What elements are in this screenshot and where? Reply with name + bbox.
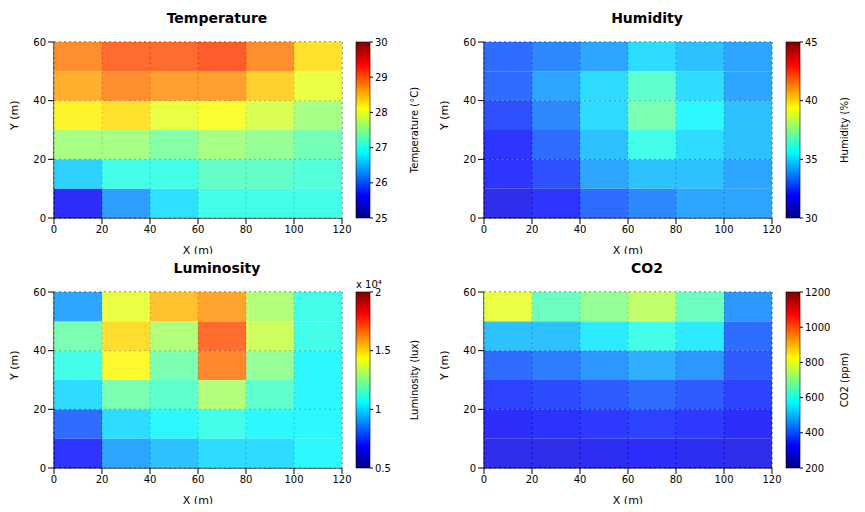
svg-text:28: 28 — [375, 107, 388, 118]
svg-text:0: 0 — [481, 474, 487, 485]
svg-text:27: 27 — [375, 142, 388, 153]
svg-text:40: 40 — [574, 474, 587, 485]
svg-text:80: 80 — [240, 474, 253, 485]
svg-text:30: 30 — [805, 213, 818, 224]
svg-text:20: 20 — [526, 224, 539, 235]
svg-text:200: 200 — [805, 463, 824, 474]
svg-text:20: 20 — [463, 154, 476, 165]
svg-text:X (m): X (m) — [613, 244, 643, 254]
svg-text:Y (m): Y (m) — [8, 100, 21, 131]
svg-text:x 10⁴: x 10⁴ — [356, 279, 382, 290]
svg-text:1: 1 — [375, 404, 381, 415]
svg-text:X (m): X (m) — [183, 244, 213, 254]
svg-text:100: 100 — [714, 224, 733, 235]
svg-text:Temperature (°C): Temperature (°C) — [409, 87, 420, 174]
svg-text:1.5: 1.5 — [375, 345, 391, 356]
svg-text:2: 2 — [375, 287, 381, 298]
svg-text:26: 26 — [375, 177, 388, 188]
svg-text:1000: 1000 — [805, 322, 830, 333]
svg-text:X (m): X (m) — [613, 494, 643, 504]
svg-text:0: 0 — [470, 213, 476, 224]
svg-text:0: 0 — [51, 474, 57, 485]
svg-text:20: 20 — [463, 404, 476, 415]
svg-text:30: 30 — [375, 37, 388, 48]
svg-text:0: 0 — [40, 463, 46, 474]
svg-text:60: 60 — [622, 474, 635, 485]
svg-text:X (m): X (m) — [183, 494, 213, 504]
svg-text:800: 800 — [805, 357, 824, 368]
svg-text:40: 40 — [574, 224, 587, 235]
svg-text:60: 60 — [33, 287, 46, 298]
svg-text:120: 120 — [762, 224, 781, 235]
svg-text:20: 20 — [96, 224, 109, 235]
svg-text:40: 40 — [805, 95, 818, 106]
svg-text:60: 60 — [622, 224, 635, 235]
svg-text:100: 100 — [284, 474, 303, 485]
svg-text:Y (m): Y (m) — [438, 350, 451, 381]
svg-text:40: 40 — [144, 474, 157, 485]
svg-text:80: 80 — [670, 224, 683, 235]
html-text:CO2: CO2 — [631, 260, 663, 276]
svg-text:29: 29 — [375, 72, 388, 83]
svg-text:40: 40 — [33, 345, 46, 356]
svg-text:20: 20 — [96, 474, 109, 485]
svg-text:Y (m): Y (m) — [8, 350, 21, 381]
svg-text:400: 400 — [805, 427, 824, 438]
svg-text:35: 35 — [805, 154, 818, 165]
svg-text:0: 0 — [470, 463, 476, 474]
svg-text:0.5: 0.5 — [375, 463, 391, 474]
svg-text:25: 25 — [375, 213, 388, 224]
html-text:Luminosity: Luminosity — [173, 260, 261, 276]
svg-text:0: 0 — [40, 213, 46, 224]
svg-text:Luminosity (lux): Luminosity (lux) — [409, 340, 420, 421]
svg-text:100: 100 — [714, 474, 733, 485]
svg-text:80: 80 — [240, 224, 253, 235]
svg-text:60: 60 — [192, 474, 205, 485]
svg-text:20: 20 — [526, 474, 539, 485]
svg-text:60: 60 — [463, 37, 476, 48]
html-text:Temperature: Temperature — [166, 10, 268, 26]
svg-text:40: 40 — [463, 95, 476, 106]
svg-text:60: 60 — [463, 287, 476, 298]
svg-text:80: 80 — [670, 474, 683, 485]
svg-text:40: 40 — [463, 345, 476, 356]
html-text:Humidity: Humidity — [611, 10, 683, 26]
svg-text:0: 0 — [51, 224, 57, 235]
svg-text:40: 40 — [33, 95, 46, 106]
svg-text:0: 0 — [481, 224, 487, 235]
svg-text:20: 20 — [33, 404, 46, 415]
svg-text:20: 20 — [33, 154, 46, 165]
svg-text:1200: 1200 — [805, 287, 830, 298]
svg-text:120: 120 — [332, 224, 351, 235]
svg-text:60: 60 — [33, 37, 46, 48]
svg-text:120: 120 — [762, 474, 781, 485]
svg-text:60: 60 — [192, 224, 205, 235]
svg-text:600: 600 — [805, 392, 824, 403]
svg-text:Y (m): Y (m) — [438, 100, 451, 131]
svg-text:100: 100 — [284, 224, 303, 235]
svg-text:Humidity (%): Humidity (%) — [839, 97, 850, 163]
svg-text:CO2 (ppm): CO2 (ppm) — [839, 353, 850, 408]
svg-text:120: 120 — [332, 474, 351, 485]
svg-text:40: 40 — [144, 224, 157, 235]
svg-text:45: 45 — [805, 37, 818, 48]
